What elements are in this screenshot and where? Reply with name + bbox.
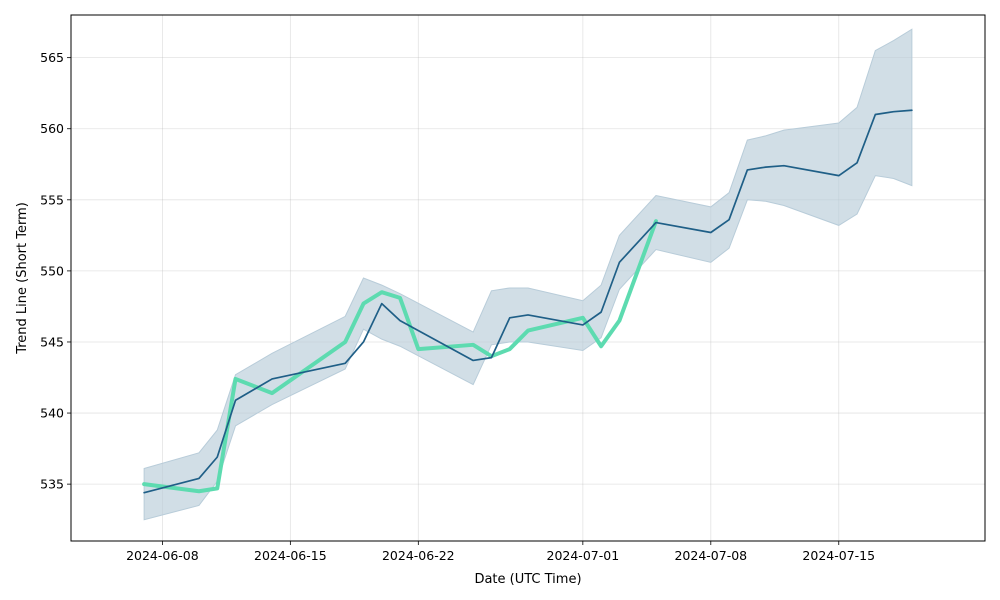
x-axis-label: Date (UTC Time)	[474, 572, 581, 587]
axis-ticks: 2024-06-08 2024-06-15 2024-06-22 2024-07-01…	[40, 50, 875, 563]
trend-series-line	[143, 109, 913, 494]
x-tick-label: 2024-07-08	[674, 548, 747, 563]
y-tick-label: 565	[40, 50, 64, 65]
y-tick-label: 540	[40, 406, 64, 421]
x-tick-label: 2024-06-15	[254, 548, 327, 563]
x-tick-label: 2024-07-15	[802, 548, 875, 563]
y-tick-label: 535	[40, 477, 64, 492]
y-tick-label: 555	[40, 192, 64, 207]
x-tick-label: 2024-06-22	[382, 548, 455, 563]
plot-frame	[70, 14, 986, 542]
x-tick-label: 2024-07-01	[547, 548, 620, 563]
series-lines-layer	[142, 109, 913, 494]
y-tick-label: 545	[40, 334, 64, 349]
y-axis-label: Trend Line (Short Term)	[15, 202, 30, 355]
y-tick-label: 560	[40, 121, 64, 136]
x-tick-label: 2024-06-08	[126, 548, 199, 563]
y-tick-label: 550	[40, 263, 64, 278]
confidence-band	[143, 28, 913, 521]
confidence-band-layer	[143, 28, 913, 521]
